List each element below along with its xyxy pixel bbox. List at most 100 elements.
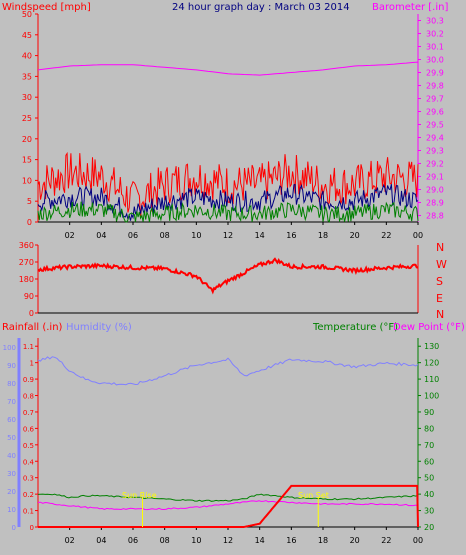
bottom-time-tick-label: 02 [65,536,75,545]
sunrise-label: Sun Rise [122,491,157,500]
time-tick-label: 14 [255,231,265,240]
graph-title: 24 hour graph day : March 03 2014 [172,2,350,13]
barometer-line [37,61,419,76]
bottom-time-tick-label: 16 [286,536,296,545]
barometer-tick-label: 29.9 [426,69,444,78]
barometer-axis-title: Barometer [.in] [372,2,448,13]
direction-tick-label: 360 [19,241,34,250]
barometer-tick-label: 30.3 [426,17,444,26]
rainfall-tick-label: 0.5 [23,442,34,450]
humidity-axis-title: Humidity (%) [66,322,132,333]
barometer-tick-label: 29.7 [426,95,444,104]
temperature-tick-label: 50 [424,474,434,483]
barometer-tick-label: 30.0 [426,56,444,65]
dewpoint-line [37,500,419,511]
time-tick-label: 04 [96,231,106,240]
bottom-time-tick-label: 06 [128,536,138,545]
barometer-tick-label: 28.8 [426,212,444,221]
temperature-tick-label: 90 [424,408,434,417]
wind-direction-line [37,257,419,295]
windspeed-tick-label: 50 [22,10,32,19]
temperature-tick-label: 60 [424,457,434,466]
humidity-tick-label: 100 [3,344,16,352]
windspeed-tick-label: 5 [27,197,32,206]
temperature-tick-label: 40 [424,490,434,499]
time-tick-label: 00 [413,231,423,240]
wind-series-1 [37,183,419,221]
humidity-tick-label: 20 [7,488,16,496]
barometer-tick-label: 29.4 [426,134,444,143]
temperature-tick-label: 120 [424,359,439,368]
bottom-time-tick-label: 18 [318,536,328,545]
humidity-line [37,356,419,386]
barometer-tick-label: 29.1 [426,173,444,182]
dewpoint-axis-title: Dew Point (°F) [393,322,465,333]
rainfall-tick-label: 1.1 [23,343,34,351]
time-tick-label: 08 [160,231,170,240]
humidity-tick-label: 70 [7,398,16,406]
bottom-time-tick-label: 20 [350,536,360,545]
wind-series-0 [37,151,419,218]
rainfall-tick-label: 0.4 [23,458,35,466]
time-tick-label: 22 [381,231,391,240]
humidity-tick-label: 10 [7,506,16,514]
temperature-tick-label: 20 [424,523,434,532]
windspeed-tick-label: 15 [22,156,32,165]
windspeed-tick-label: 20 [22,135,32,144]
time-tick-label: 16 [286,231,296,240]
wind-series-2 [37,201,419,223]
rainfall-tick-label: 0.7 [23,409,34,417]
humidity-tick-label: 40 [7,452,16,460]
wind-dir-letter: N [436,308,444,321]
sunset-label: Sun Set [298,491,329,500]
bottom-time-tick-label: 14 [255,536,265,545]
rainfall-axis-title: Rainfall (.in) [2,322,63,333]
barometer-tick-label: 29.8 [426,82,444,91]
temperature-tick-label: 30 [424,507,434,516]
direction-tick-label: 270 [19,258,34,267]
rainfall-line [38,484,419,528]
temperature-tick-label: 110 [424,375,439,384]
time-tick-label: 20 [350,231,360,240]
temperature-line [37,493,419,502]
bottom-time-tick-label: 00 [413,536,423,545]
temperature-tick-label: 100 [424,392,439,401]
windspeed-tick-label: 40 [22,52,32,61]
humidity-tick-label: 30 [7,470,16,478]
barometer-tick-label: 30.2 [426,30,444,39]
wind-dir-letter: N [436,241,444,254]
humidity-tick-label: 50 [7,434,16,442]
rainfall-tick-label: 0.1 [23,508,34,516]
rainfall-tick-label: 0 [30,524,34,532]
wind-dir-letter: S [436,275,443,288]
windspeed-axis-title: Windspeed [mph] [2,2,91,13]
barometer-tick-label: 29.2 [426,160,444,169]
direction-tick-label: 0 [29,309,34,318]
windspeed-tick-label: 25 [22,114,32,123]
bottom-time-tick-label: 12 [223,536,233,545]
rainfall-tick-label: 0.9 [23,376,34,384]
barometer-tick-label: 29.6 [426,108,444,117]
bottom-time-tick-label: 08 [160,536,170,545]
bottom-time-tick-label: 22 [381,536,391,545]
temperature-tick-label: 130 [424,342,439,351]
time-tick-label: 02 [65,231,75,240]
wind-dir-letter: E [436,292,443,305]
barometer-tick-label: 28.9 [426,199,444,208]
barometer-tick-label: 29.5 [426,121,444,130]
windspeed-tick-label: 45 [22,31,32,40]
windspeed-tick-label: 35 [22,72,32,81]
bottom-time-tick-label: 10 [191,536,201,545]
barometer-tick-label: 30.1 [426,43,444,52]
temperature-axis-title: Temperature (°F) [312,322,398,333]
temperature-tick-label: 80 [424,424,434,433]
direction-tick-label: 180 [19,275,34,284]
bottom-time-tick-label: 04 [96,536,106,545]
rainfall-tick-label: 0.2 [23,491,34,499]
time-tick-label: 06 [128,231,138,240]
humidity-tick-label: 60 [7,416,16,424]
humidity-tick-label: 90 [7,362,16,370]
time-tick-label: 12 [223,231,233,240]
